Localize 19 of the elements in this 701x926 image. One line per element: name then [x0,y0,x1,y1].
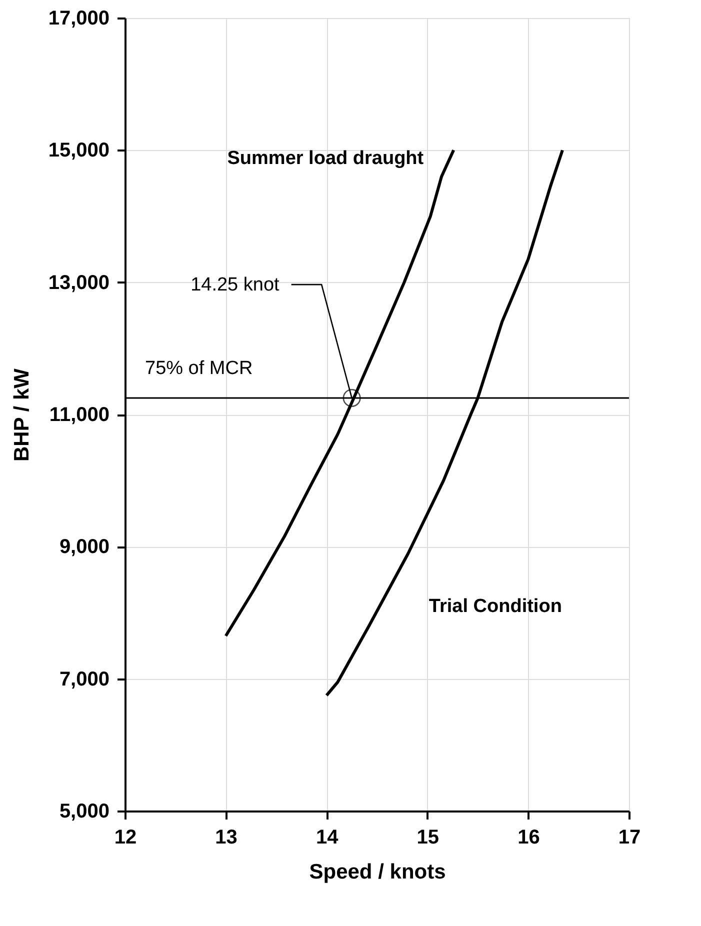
ref-line-label: 75% of MCR [145,358,253,379]
annotation: 14.25 knot [190,274,280,296]
y-tick-label: 9,000 [59,536,110,558]
x-tick-label: 15 [416,826,440,848]
y-tick-label: 15,000 [48,140,110,162]
text: Trial Condition [428,596,562,617]
y-tick-label: 13,000 [48,272,110,294]
x-tick-label: 13 [215,826,238,848]
y-tick-label: 7,000 [59,668,110,690]
x-axis-title: Speed / knots [309,860,446,884]
y-tick-label: 11,000 [49,404,110,426]
x-tick-label: 17 [618,826,641,848]
y-tick-label: 17,000 [48,8,110,30]
x-tick-label: 16 [518,826,540,848]
y-tick-label: 5,000 [59,800,110,822]
series-label: Summer load draught [227,148,424,170]
x-tick-label: 12 [114,826,137,848]
x-tick-label: 14 [316,826,340,848]
y-axis-title: BHP / kW [10,368,34,462]
